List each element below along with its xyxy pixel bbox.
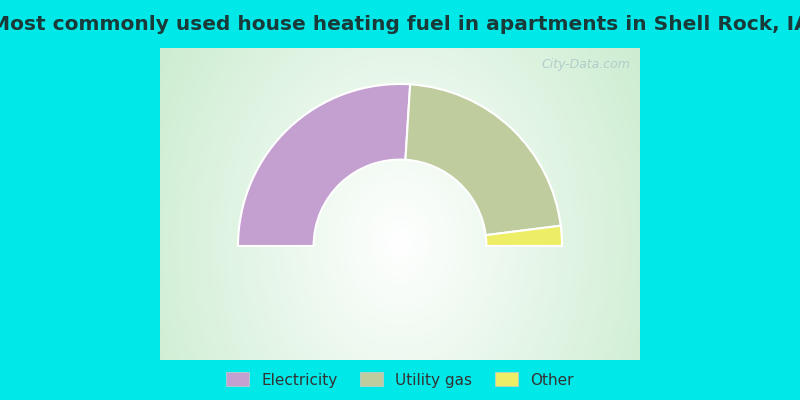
Text: Most commonly used house heating fuel in apartments in Shell Rock, IA: Most commonly used house heating fuel in… xyxy=(0,14,800,34)
Wedge shape xyxy=(238,84,410,246)
Wedge shape xyxy=(406,84,561,235)
Wedge shape xyxy=(486,226,562,246)
Text: City-Data.com: City-Data.com xyxy=(542,58,630,70)
Legend: Electricity, Utility gas, Other: Electricity, Utility gas, Other xyxy=(220,366,580,394)
